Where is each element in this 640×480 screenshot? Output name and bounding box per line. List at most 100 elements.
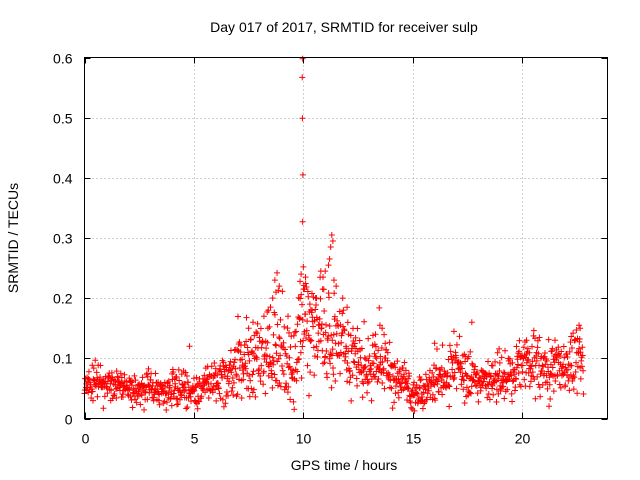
data-point	[194, 405, 201, 412]
data-point	[420, 389, 427, 396]
data-point	[152, 370, 159, 377]
data-point	[542, 361, 549, 368]
y-axis-label: SRMTID / TECUs	[5, 183, 21, 293]
data-point	[230, 379, 237, 386]
data-point	[415, 395, 422, 402]
data-point	[500, 383, 507, 390]
data-point	[425, 387, 432, 394]
data-point	[359, 394, 366, 401]
data-point	[519, 362, 526, 369]
data-point	[552, 377, 559, 384]
data-point	[521, 376, 528, 383]
data-point	[234, 313, 241, 320]
data-point	[468, 373, 475, 380]
data-point	[113, 368, 120, 375]
data-point	[543, 357, 550, 364]
data-point	[383, 346, 390, 353]
data-point	[104, 390, 111, 397]
data-point	[419, 405, 426, 412]
data-point	[328, 384, 335, 391]
data-point	[566, 387, 573, 394]
data-point	[539, 362, 546, 369]
data-point	[453, 385, 460, 392]
data-point	[179, 381, 186, 388]
data-point	[568, 333, 575, 340]
data-point	[365, 378, 372, 385]
data-point	[285, 313, 292, 320]
data-point	[371, 350, 378, 357]
data-point	[223, 364, 230, 371]
data-point	[445, 382, 452, 389]
data-point	[570, 330, 577, 337]
data-point	[329, 238, 336, 245]
data-point	[90, 397, 97, 404]
data-point	[299, 343, 306, 350]
data-point	[302, 280, 309, 287]
data-point	[118, 374, 125, 381]
data-point	[356, 337, 363, 344]
data-point	[576, 322, 583, 329]
data-point	[337, 349, 344, 356]
data-point	[556, 381, 563, 388]
data-point	[333, 283, 340, 290]
data-point	[339, 295, 346, 302]
data-point	[544, 379, 551, 386]
data-point	[252, 393, 259, 400]
data-point	[346, 379, 353, 386]
data-point	[290, 367, 297, 374]
data-point	[568, 362, 575, 369]
data-point	[277, 352, 284, 359]
data-point	[178, 392, 185, 399]
data-point	[291, 406, 298, 413]
data-point	[417, 377, 424, 384]
data-point	[560, 343, 567, 350]
data-point	[504, 386, 511, 393]
data-point	[223, 388, 230, 395]
data-point	[93, 369, 100, 376]
data-point	[84, 374, 91, 381]
data-point	[342, 353, 349, 360]
data-point	[161, 398, 168, 405]
data-point	[228, 388, 235, 395]
data-point	[265, 307, 272, 314]
data-point	[513, 376, 520, 383]
data-point	[341, 327, 348, 334]
data-point	[471, 378, 478, 385]
data-point	[394, 358, 401, 365]
data-point	[499, 379, 506, 386]
data-point	[516, 348, 523, 355]
data-point	[297, 349, 304, 356]
data-point	[314, 353, 321, 360]
data-point	[401, 371, 408, 378]
data-point	[358, 369, 365, 376]
data-point	[465, 353, 472, 360]
data-point	[509, 378, 516, 385]
data-point	[344, 378, 351, 385]
data-point	[370, 360, 377, 367]
data-point	[167, 395, 174, 402]
data-point	[129, 378, 136, 385]
data-point	[299, 218, 306, 225]
data-point	[527, 378, 534, 385]
data-point	[145, 365, 152, 372]
data-point	[183, 372, 190, 379]
data-point	[113, 394, 120, 401]
data-point	[489, 382, 496, 389]
data-point	[276, 380, 283, 387]
data-point	[381, 385, 388, 392]
data-point	[528, 363, 535, 370]
data-point	[273, 350, 280, 357]
data-point	[446, 342, 453, 349]
data-point	[168, 402, 175, 409]
data-point	[524, 357, 531, 364]
data-point	[453, 341, 460, 348]
data-point	[472, 382, 479, 389]
data-point	[549, 364, 556, 371]
data-point	[570, 372, 577, 379]
data-point	[243, 314, 250, 321]
data-point	[227, 358, 234, 365]
data-point	[405, 375, 412, 382]
data-point	[311, 317, 318, 324]
data-point	[300, 263, 307, 270]
data-point	[240, 370, 247, 377]
